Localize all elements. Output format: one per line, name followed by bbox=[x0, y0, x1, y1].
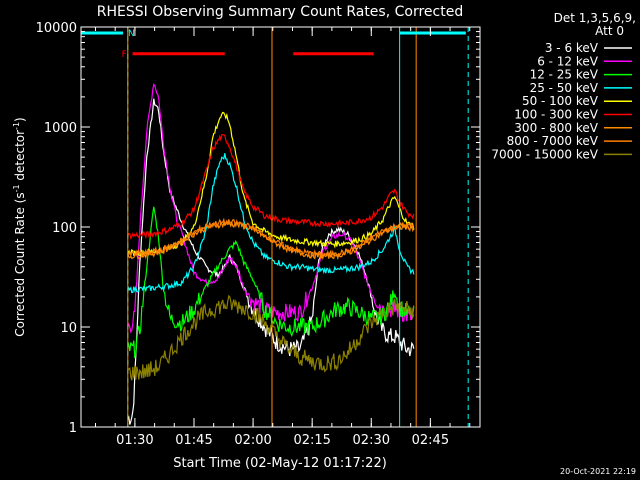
x-tick-label-2: 02:00 bbox=[234, 433, 271, 448]
annotation-0: F bbox=[122, 50, 127, 60]
y-axis-label-end: ) bbox=[13, 117, 27, 122]
x-tick-label-0: 01:30 bbox=[116, 433, 153, 448]
legend-label-5: 100 - 300 keV bbox=[514, 108, 598, 122]
y-axis-label-main: Corrected Count Rate (s bbox=[13, 192, 27, 336]
legend-label-0: 3 - 6 keV bbox=[545, 41, 599, 55]
legend-label-1: 6 - 12 keV bbox=[537, 54, 599, 68]
y-tick-label-1: 10 bbox=[60, 321, 77, 336]
series-line-3 bbox=[127, 153, 415, 294]
legend-label-8: 7000 - 15000 keV bbox=[491, 147, 598, 161]
series-line-7 bbox=[127, 217, 415, 258]
y-tick-label-0: 1 bbox=[69, 421, 77, 436]
y-tick-label-3: 1000 bbox=[44, 121, 77, 136]
legend-label-4: 50 - 100 keV bbox=[522, 94, 599, 108]
x-tick-label-3: 02:15 bbox=[293, 433, 330, 448]
x-axis-label: Start Time (02-May-12 01:17:22) bbox=[173, 456, 387, 471]
y-axis-label-mid: detector bbox=[13, 130, 27, 185]
y-axis-label-sup1: -1 bbox=[12, 184, 21, 192]
legend-label-2: 12 - 25 keV bbox=[530, 68, 599, 82]
y-axis-label-sup2: -1 bbox=[12, 122, 21, 130]
y-tick-label-2: 100 bbox=[52, 221, 77, 236]
legend-label-7: 800 - 7000 keV bbox=[507, 134, 599, 148]
y-axis-label: Corrected Count Rate (s-1 detector-1) bbox=[12, 117, 27, 336]
x-tick-label-5: 02:45 bbox=[412, 433, 449, 448]
series-line-8 bbox=[127, 294, 415, 381]
annotation-1: N bbox=[128, 29, 135, 39]
x-tick-label-4: 02:30 bbox=[353, 433, 390, 448]
legend-header-detectors: Det 1,3,5,6,9, bbox=[554, 11, 636, 25]
legend-label-6: 300 - 800 keV bbox=[514, 121, 598, 135]
x-tick-label-1: 01:45 bbox=[175, 433, 212, 448]
footer-timestamp: 20-Oct-2021 22:19 bbox=[560, 467, 636, 476]
series-line-2 bbox=[127, 206, 415, 359]
legend-header-attenuator: Att 0 bbox=[595, 24, 624, 38]
legend-label-3: 25 - 50 keV bbox=[530, 81, 599, 95]
y-tick-label-4: 10000 bbox=[36, 21, 77, 36]
chart-title: RHESSI Observing Summary Count Rates, Co… bbox=[97, 4, 463, 20]
series-line-5 bbox=[127, 133, 415, 240]
